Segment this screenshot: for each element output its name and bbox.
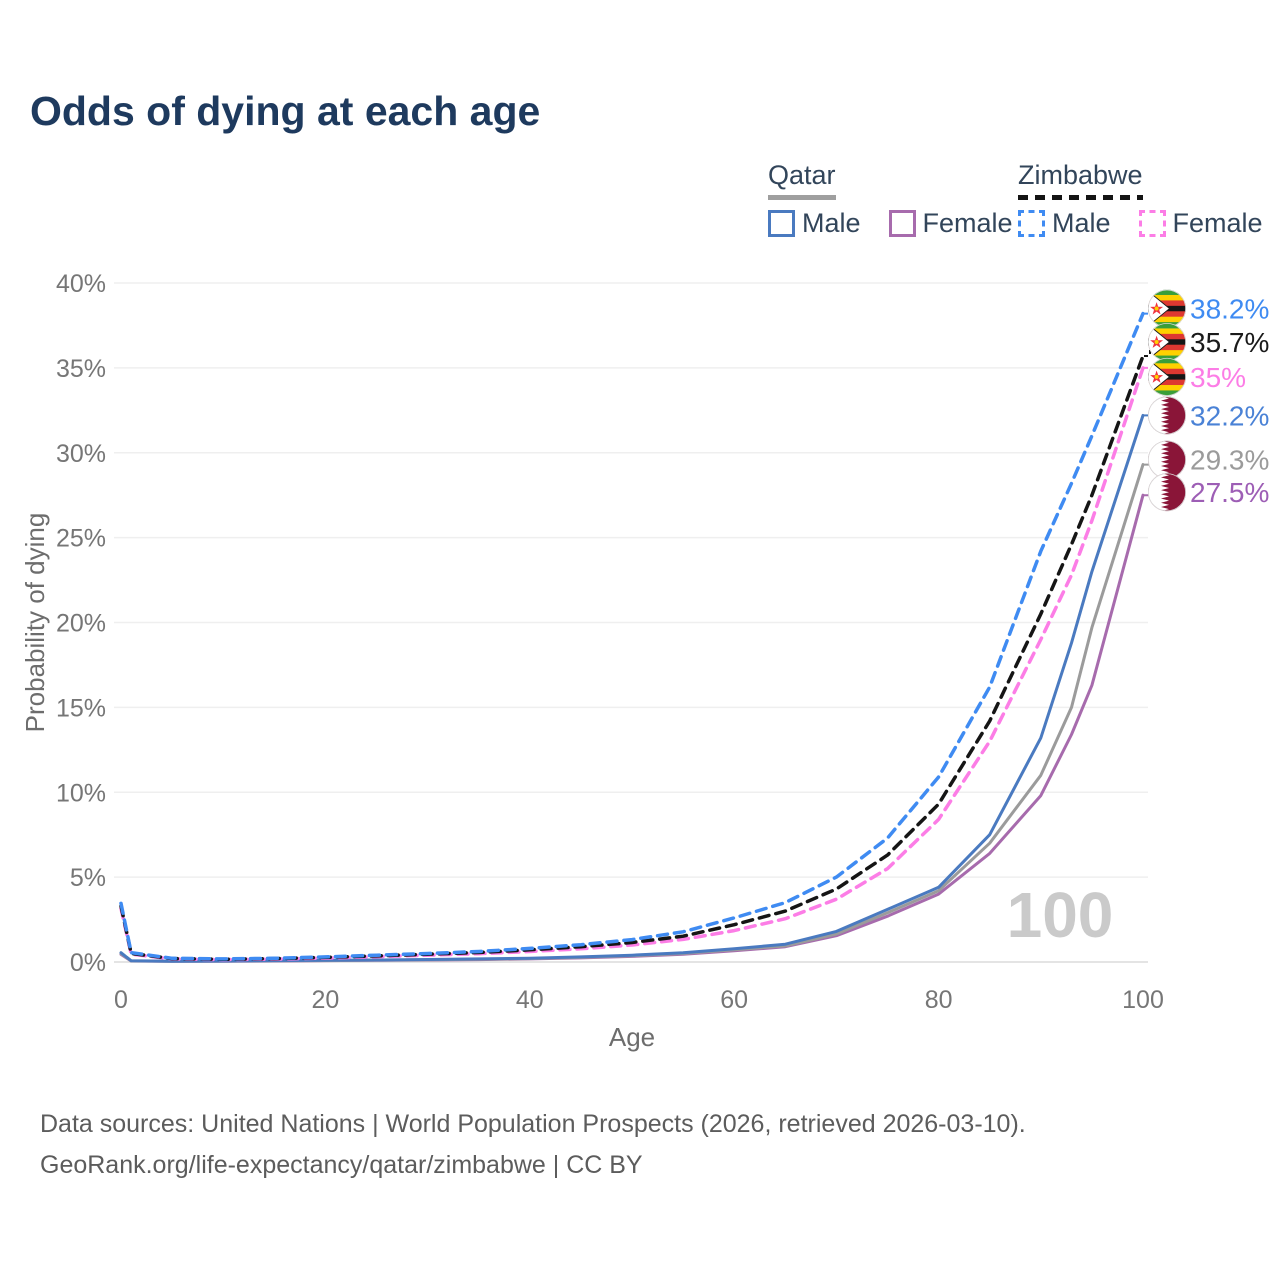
end-label-qatar-male: 32.2% <box>1190 400 1269 431</box>
x-tick-label: 100 <box>1122 986 1164 1014</box>
flag-zimbabwe-icon <box>1147 357 1187 396</box>
legend-label-qatar-male[interactable]: Male <box>802 208 861 238</box>
y-tick-label: 20% <box>56 610 106 638</box>
x-tick-label: 60 <box>720 986 748 1014</box>
legend-swatch-zimbabwe-male[interactable] <box>1018 210 1045 237</box>
page-title: Odds of dying at each age <box>30 88 541 134</box>
data-sources-line: Data sources: United Nations | World Pop… <box>40 1110 1026 1138</box>
legend-row-zimbabwe: Male Female <box>1018 208 1280 239</box>
y-tick-label: 30% <box>56 440 106 468</box>
y-tick-label: 35% <box>56 355 106 383</box>
legend-label-zimbabwe-female[interactable]: Female <box>1172 208 1263 238</box>
legend-country-label: Zimbabwe <box>1018 160 1143 190</box>
legend-swatch-zimbabwe-female[interactable] <box>1138 210 1166 237</box>
legend-swatch-qatar-female[interactable] <box>888 210 916 237</box>
end-label-zimbabwe-both: 35.7% <box>1190 327 1269 358</box>
end-label-zimbabwe-female: 35% <box>1190 362 1246 393</box>
flag-qatar-icon <box>1147 440 1187 479</box>
x-tick-label: 40 <box>516 986 544 1014</box>
legend-group-qatar: Qatar Male Female <box>768 160 1041 239</box>
y-tick-label: 10% <box>56 779 106 807</box>
flag-qatar-icon <box>1147 473 1187 512</box>
legend-underline-qatar <box>768 195 836 200</box>
x-tick-label: 20 <box>311 986 339 1014</box>
flag-zimbabwe-icon <box>1147 322 1187 361</box>
legend-country-label: Qatar <box>768 160 836 190</box>
series-line-qatar-both <box>119 463 1145 963</box>
x-tick-label: 80 <box>925 986 953 1014</box>
x-axis-title: Age <box>609 1022 655 1052</box>
y-tick-label: 25% <box>56 525 106 553</box>
series-line-zimbabwe-female <box>119 366 1145 962</box>
x-tick-label: 0 <box>114 986 128 1014</box>
end-label-qatar-female: 27.5% <box>1190 477 1269 508</box>
flag-zimbabwe-icon <box>1147 289 1187 328</box>
legend-row-qatar: Male Female <box>768 208 1041 239</box>
legend-country-zimbabwe: Zimbabwe <box>1018 160 1143 200</box>
legend-underline-zimbabwe <box>1018 195 1143 200</box>
y-tick-label: 40% <box>56 270 106 298</box>
y-tick-label: 15% <box>56 694 106 722</box>
chart-area: 0% 5% 10% 15% 20% 25% 30% 35% 40% 0 20 40 60 80 100 Age… <box>0 250 1280 1080</box>
end-label-qatar-both: 29.3% <box>1190 445 1269 476</box>
legend-group-zimbabwe: Zimbabwe Male Female <box>1018 160 1280 239</box>
age-watermark: 100 <box>1007 879 1114 951</box>
chart-footer: Data sources: United Nations | World Pop… <box>40 1104 1026 1186</box>
series-line-qatar-female <box>119 493 1145 963</box>
leader-line-zimbabwe-both <box>1144 341 1154 357</box>
legend-label-zimbabwe-male[interactable]: Male <box>1052 208 1111 238</box>
chart-legend: Qatar Male Female Zimbabwe Male Female <box>0 160 1280 250</box>
y-tick-label: 5% <box>70 864 106 892</box>
series-line-zimbabwe-both <box>119 354 1145 962</box>
mortality-line-chart: 0% 5% 10% 15% 20% 25% 30% 35% 40% 0 20 40 60 80 100 Age… <box>20 270 1269 1052</box>
attribution-line: GeoRank.org/life-expectancy/qatar/zimbab… <box>40 1151 643 1179</box>
y-tick-label: 0% <box>70 949 106 977</box>
legend-country-qatar: Qatar <box>768 160 836 200</box>
series-line-zimbabwe-male <box>119 311 1145 961</box>
end-label-zimbabwe-male: 38.2% <box>1190 294 1269 325</box>
legend-label-qatar-female[interactable]: Female <box>922 208 1013 238</box>
legend-swatch-qatar-male[interactable] <box>768 210 795 237</box>
flag-qatar-icon <box>1147 396 1187 435</box>
y-axis-title: Probability of dying <box>20 513 50 733</box>
